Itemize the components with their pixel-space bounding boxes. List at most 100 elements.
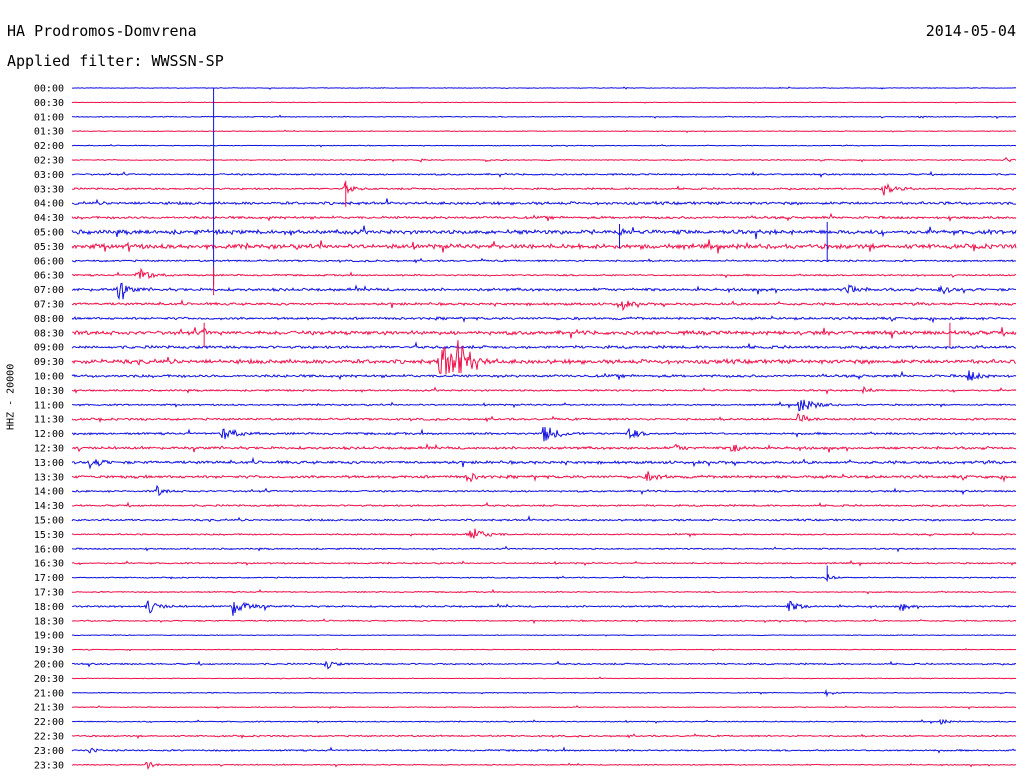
row-time-label: 19:00 bbox=[34, 631, 64, 642]
row-time-label: 04:00 bbox=[34, 199, 64, 210]
trace-line bbox=[71, 282, 1017, 301]
trace-line bbox=[71, 718, 1017, 725]
trace-line bbox=[71, 341, 1017, 350]
row-time-label: 18:00 bbox=[34, 602, 64, 613]
row-time-label: 16:30 bbox=[34, 559, 64, 570]
trace-line bbox=[71, 484, 1017, 497]
trace-line bbox=[71, 129, 1017, 134]
row-time-label: 21:00 bbox=[34, 688, 64, 699]
trace-line bbox=[71, 634, 1017, 637]
trace-line bbox=[71, 688, 1017, 698]
row-time-label: 00:30 bbox=[34, 98, 64, 109]
trace-line bbox=[71, 257, 1017, 264]
row-time-label: 02:00 bbox=[34, 141, 64, 152]
row-time-label: 22:30 bbox=[34, 732, 64, 743]
row-time-label: 01:30 bbox=[34, 127, 64, 138]
trace-line bbox=[71, 515, 1017, 523]
trace-line bbox=[71, 456, 1017, 470]
row-time-label: 23:30 bbox=[34, 760, 64, 771]
row-time-label: 08:00 bbox=[34, 314, 64, 325]
row-time-label: 12:30 bbox=[34, 444, 64, 455]
row-time-label: 14:00 bbox=[34, 487, 64, 498]
row-time-label: 09:00 bbox=[34, 343, 64, 354]
trace-line bbox=[71, 86, 1017, 90]
row-time-label: 17:00 bbox=[34, 573, 64, 584]
row-time-label: 14:30 bbox=[34, 501, 64, 512]
row-time-label: 04:30 bbox=[34, 213, 64, 224]
row-time-label: 00:00 bbox=[34, 84, 64, 95]
row-time-label: 05:00 bbox=[34, 228, 64, 239]
trace-line bbox=[71, 559, 1017, 567]
trace-line bbox=[71, 101, 1017, 104]
row-time-label: 20:00 bbox=[34, 660, 64, 671]
trace-line bbox=[71, 660, 1017, 670]
row-time-label: 07:00 bbox=[34, 285, 64, 296]
trace-line bbox=[71, 574, 1017, 581]
trace-line bbox=[71, 761, 1017, 770]
trace-line bbox=[71, 156, 1017, 163]
trace-line bbox=[71, 327, 1017, 339]
trace-line bbox=[71, 225, 1017, 240]
row-time-label: 01:00 bbox=[34, 112, 64, 123]
trace-line bbox=[71, 647, 1017, 652]
row-time-label: 03:00 bbox=[34, 170, 64, 181]
trace-line bbox=[71, 315, 1017, 324]
station-title: HA Prodromos-Domvrena bbox=[7, 22, 197, 40]
trace-line bbox=[71, 528, 1017, 539]
row-time-label: 13:00 bbox=[34, 458, 64, 469]
row-time-label: 03:30 bbox=[34, 184, 64, 195]
trace-line bbox=[71, 545, 1017, 553]
trace-line bbox=[71, 600, 1017, 616]
trace-line bbox=[71, 198, 1016, 206]
trace-line bbox=[71, 443, 1017, 453]
row-time-label: 10:00 bbox=[34, 372, 64, 383]
applied-filter: Applied filter: WWSSN-SP bbox=[7, 52, 224, 70]
row-time-label: 07:30 bbox=[34, 300, 64, 311]
trace-line bbox=[71, 618, 1017, 625]
row-time-label: 18:30 bbox=[34, 616, 64, 627]
record-date: 2014-05-04 bbox=[925, 22, 1016, 40]
row-time-label: 05:30 bbox=[34, 242, 64, 253]
trace-line bbox=[71, 412, 1017, 424]
trace-line bbox=[71, 676, 1017, 680]
trace-line bbox=[71, 501, 1017, 508]
row-time-label: 23:00 bbox=[34, 746, 64, 757]
row-time-label: 20:30 bbox=[34, 674, 64, 685]
row-time-label: 21:30 bbox=[34, 703, 64, 714]
trace-line bbox=[71, 298, 1017, 312]
row-time-label: 19:30 bbox=[34, 645, 64, 656]
row-time-label: 15:30 bbox=[34, 530, 64, 541]
row-time-label: 10:30 bbox=[34, 386, 64, 397]
row-time-label: 02:30 bbox=[34, 156, 64, 167]
row-time-label: 12:00 bbox=[34, 429, 64, 440]
row-time-label: 22:00 bbox=[34, 717, 64, 728]
trace-line bbox=[71, 705, 1017, 710]
trace-line bbox=[71, 399, 1017, 412]
row-time-label: 06:00 bbox=[34, 256, 64, 267]
row-time-label: 13:30 bbox=[34, 472, 64, 483]
row-time-label: 11:30 bbox=[34, 415, 64, 426]
row-time-label: 15:00 bbox=[34, 516, 64, 527]
trace-line bbox=[71, 143, 1017, 148]
row-time-label: 09:30 bbox=[34, 357, 64, 368]
trace-line bbox=[71, 239, 1017, 254]
trace-line bbox=[71, 733, 1017, 739]
row-time-label: 11:00 bbox=[34, 400, 64, 411]
row-time-label: 08:30 bbox=[34, 328, 64, 339]
trace-line bbox=[71, 114, 1017, 120]
trace-line bbox=[71, 471, 1017, 483]
row-time-label: 06:30 bbox=[34, 271, 64, 282]
trace-line bbox=[71, 370, 1017, 381]
trace-line bbox=[71, 746, 1017, 754]
trace-line bbox=[71, 385, 1017, 395]
trace-line bbox=[71, 170, 1017, 179]
trace-line bbox=[71, 267, 1017, 280]
trace-line bbox=[71, 212, 1017, 223]
trace-line bbox=[71, 588, 1017, 595]
trace-line bbox=[71, 340, 1017, 375]
row-time-label: 17:30 bbox=[34, 588, 64, 599]
row-time-label: 16:00 bbox=[34, 544, 64, 555]
trace-line bbox=[71, 182, 1017, 196]
trace-line bbox=[71, 426, 1017, 442]
